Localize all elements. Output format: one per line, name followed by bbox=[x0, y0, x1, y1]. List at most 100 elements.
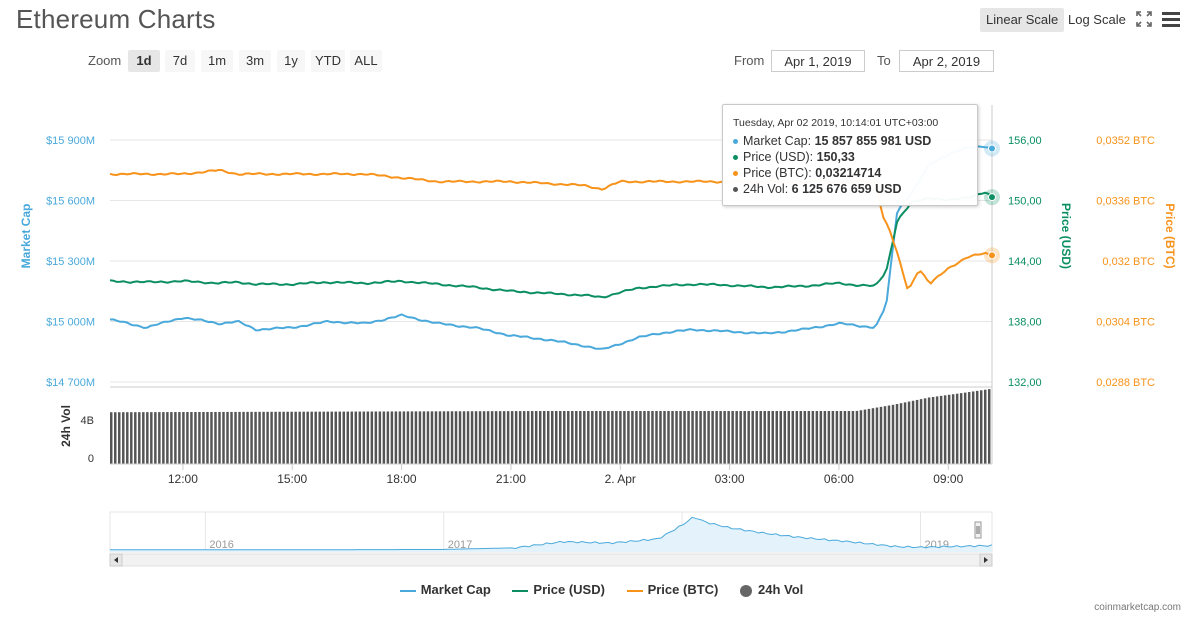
volume-bar bbox=[222, 411, 225, 464]
volume-bar bbox=[278, 411, 281, 464]
x-tick-label: 2. Apr bbox=[605, 472, 636, 486]
volume-bar bbox=[983, 389, 987, 464]
tooltip-volume: 24h Vol: 6 125 676 659 USD bbox=[733, 181, 969, 197]
volume-bar bbox=[402, 411, 406, 464]
volume-bar bbox=[567, 411, 570, 464]
volume-bar bbox=[134, 412, 137, 464]
price-btc-tick-label: 0,0336 BTC bbox=[1096, 196, 1155, 208]
legend-volume[interactable]: 24h Vol bbox=[740, 582, 803, 597]
price-usd-tick-label: 132,00 bbox=[1008, 377, 1042, 389]
volume-bar bbox=[651, 411, 654, 464]
axes: $15 900M $15 600M $15 300M $15 000M $14 700M… bbox=[19, 135, 1177, 486]
price-usd-hover-marker bbox=[988, 193, 996, 202]
volume-bar bbox=[703, 411, 706, 464]
volume-bar bbox=[446, 411, 450, 464]
volume-bar bbox=[951, 394, 955, 464]
volume-bar bbox=[831, 411, 835, 464]
to-date-input[interactable]: Apr 2, 2019 bbox=[899, 50, 994, 72]
volume-bar bbox=[551, 411, 554, 464]
volume-bar bbox=[579, 411, 582, 464]
volume-bar bbox=[875, 407, 879, 464]
volume-dot-icon bbox=[733, 187, 738, 193]
volume-bar bbox=[679, 411, 682, 464]
x-tick-label: 06:00 bbox=[824, 472, 854, 486]
credit-text[interactable]: coinmarketcap.com bbox=[1094, 602, 1181, 613]
volume-bar bbox=[478, 411, 482, 464]
volume-bar bbox=[318, 411, 321, 464]
zoom-ytd-button[interactable]: YTD bbox=[311, 50, 345, 72]
log-scale-button[interactable]: Log Scale bbox=[1068, 12, 1126, 27]
volume-bar bbox=[346, 411, 350, 464]
volume-bar bbox=[771, 411, 774, 464]
linear-scale-button[interactable]: Linear Scale bbox=[980, 8, 1065, 32]
volume-bar bbox=[166, 412, 169, 464]
volume-bar bbox=[202, 411, 205, 464]
x-tick-label: 09:00 bbox=[933, 472, 963, 486]
zoom-1m-button[interactable]: 1m bbox=[201, 50, 233, 72]
volume-bar bbox=[939, 395, 943, 464]
volume-bar bbox=[254, 411, 257, 464]
price-btc-line-icon bbox=[626, 589, 643, 592]
zoom-1y-button[interactable]: 1y bbox=[277, 50, 305, 72]
volume-bar bbox=[534, 411, 538, 464]
menu-icon[interactable] bbox=[1160, 8, 1182, 30]
volume-bar bbox=[418, 411, 422, 464]
tooltip-market-cap-value: 15 857 855 981 USD bbox=[814, 134, 932, 148]
volume-bar bbox=[731, 411, 734, 464]
price-btc-hover-marker bbox=[988, 251, 996, 260]
market-cap-tick-label: $15 000M bbox=[46, 317, 95, 329]
volume-bar bbox=[490, 411, 494, 464]
volume-bar bbox=[542, 411, 546, 464]
legend-volume-label: 24h Vol bbox=[758, 582, 804, 597]
volume-bar bbox=[583, 411, 586, 464]
fullscreen-icon[interactable] bbox=[1133, 8, 1155, 30]
market-cap-tick-label: $15 300M bbox=[46, 256, 95, 268]
zoom-7d-button[interactable]: 7d bbox=[165, 50, 195, 72]
volume-bar bbox=[122, 412, 125, 464]
volume-bar bbox=[374, 411, 378, 464]
volume-bar bbox=[887, 405, 891, 464]
volume-bar bbox=[498, 411, 502, 464]
from-date-input[interactable]: Apr 1, 2019 bbox=[771, 50, 865, 72]
legend-price-usd-label: Price (USD) bbox=[533, 582, 605, 597]
navigator-scrollbar bbox=[109, 553, 993, 567]
volume-bar bbox=[795, 411, 799, 464]
volume-bar bbox=[927, 397, 931, 464]
zoom-all-button[interactable]: ALL bbox=[350, 50, 382, 72]
volume-bar bbox=[975, 390, 979, 464]
price-usd-dot-icon bbox=[733, 155, 738, 161]
price-usd-tick-label: 156,00 bbox=[1008, 135, 1042, 147]
legend-market-cap[interactable]: Market Cap bbox=[399, 582, 491, 597]
tooltip-price-usd: Price (USD): 150,33 bbox=[733, 149, 969, 165]
volume-bar bbox=[811, 411, 815, 464]
volume-bar bbox=[655, 411, 658, 464]
zoom-1d-button[interactable]: 1d bbox=[128, 50, 160, 72]
price-btc-axis-title: Price (BTC) bbox=[1163, 203, 1177, 268]
legend-price-btc[interactable]: Price (BTC) bbox=[626, 582, 718, 597]
volume-bar bbox=[282, 411, 285, 464]
to-label: To bbox=[877, 53, 891, 68]
volume-bar bbox=[855, 410, 859, 464]
price-usd-tick-label: 144,00 bbox=[1008, 256, 1042, 268]
volume-bar bbox=[286, 411, 289, 464]
x-tick-label: 18:00 bbox=[387, 472, 417, 486]
volume-bar bbox=[430, 411, 434, 464]
volume-bar bbox=[342, 411, 346, 464]
volume-bar bbox=[190, 412, 193, 464]
volume-bar bbox=[947, 394, 951, 464]
volume-bar bbox=[218, 411, 221, 464]
volume-bar bbox=[687, 411, 690, 464]
legend: Market Cap Price (USD) Price (BTC) 24h V… bbox=[0, 582, 1203, 597]
volume-bar bbox=[310, 411, 313, 464]
volume-bar bbox=[799, 411, 803, 464]
market-cap-line-icon bbox=[399, 589, 416, 592]
zoom-3m-button[interactable]: 3m bbox=[239, 50, 271, 72]
volume-bar bbox=[414, 411, 418, 464]
volume-bar bbox=[759, 411, 762, 464]
volume-bar bbox=[791, 411, 795, 464]
legend-price-usd[interactable]: Price (USD) bbox=[512, 582, 605, 597]
volume-bar bbox=[454, 411, 458, 464]
volume-bar bbox=[971, 391, 975, 464]
x-tick-label: 03:00 bbox=[715, 472, 745, 486]
